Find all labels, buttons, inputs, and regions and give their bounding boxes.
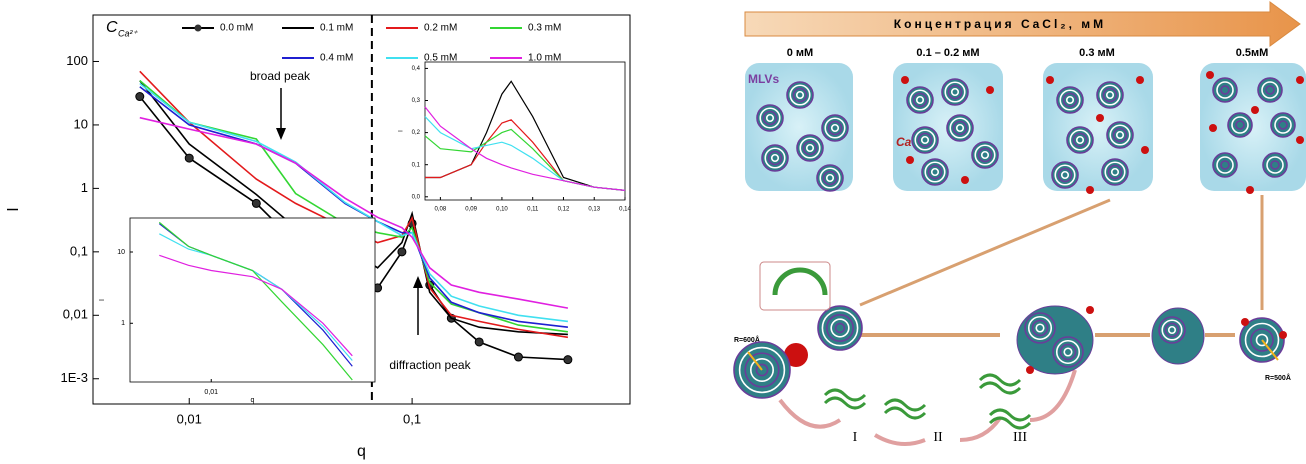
y-tick-label: 0,0 [412,194,421,200]
y-tick-label: 0,1 [70,243,88,258]
x-tick-label: 0,11 [527,207,539,213]
panel-label: 0.3 мМ [1079,47,1115,59]
x-tick-label: 0,09 [465,207,477,213]
x-tick-label: 0,08 [435,207,447,213]
legend-label: 0.4 mM [320,53,353,64]
y-tick-label: 0,3 [412,98,421,104]
panel-label: 0.1 – 0.2 мМ [916,47,979,59]
ion [1046,76,1054,84]
x-tick-label: 0,01 [177,411,202,426]
annotation: diffraction peak [389,358,471,372]
data-point [185,154,193,162]
stage-label: I [853,430,858,445]
y-tick-label: 1 [81,180,88,195]
bilayer-fragment [885,400,925,418]
x-axis-label: q [251,397,255,404]
plot-area [425,62,625,200]
panel-label: 0.5мМ [1236,47,1269,59]
ion [1141,146,1149,154]
data-point [514,353,522,361]
y-tick-label: 0,01 [63,307,88,322]
data-point [475,338,483,346]
diagram: Концентрация CaCl₂, мМ 0 мМ 0.1 – 0.2 мМ… [734,2,1306,445]
ion [1296,136,1304,144]
ion [961,176,969,184]
ion [901,76,909,84]
ion [1209,124,1217,132]
bilayer-fragment [775,270,825,295]
ion [1096,114,1104,122]
stage-label: II [933,430,943,445]
legend-marker [195,25,202,32]
chart: 0,08 0,09 0,10 0,11 0,12 0,13 0,14 0,0 0,1 0,2 0,3… [399,62,632,213]
ion [1279,331,1287,339]
ion [1136,76,1144,84]
x-tick-label: 0,14 [619,207,631,213]
y-tick-label: 0,1 [412,162,421,168]
stage-label: III [1013,430,1027,445]
y-tick-label: 0,2 [412,130,421,136]
vesicle-ring [818,306,862,350]
bilayer-fragment [980,375,1020,393]
y-tick-label: 1 [121,320,125,327]
page: Концентрация CaCl₂, мМ 0 мМ 0.1 – 0.2 мМ… [0,0,1306,464]
y-axis-label: I [5,207,22,211]
y-tick-label: 100 [66,53,88,68]
stage-arrow [780,370,1075,444]
radius-label: R=500Å [1265,373,1291,382]
legend-title: C [106,19,118,36]
x-tick-label: 0,13 [588,207,600,213]
ion [986,86,994,94]
ion [1296,76,1304,84]
legend-label: 0.1 mM [320,23,353,34]
vesicle [1017,306,1093,374]
data-point [564,356,572,364]
x-tick-label: 0,1 [403,411,421,426]
y-tick-label: 10 [74,116,88,131]
ion [1251,106,1259,114]
data-point [136,93,144,101]
data-point [398,248,406,256]
ion [1026,366,1034,374]
x-axis-label: q [357,443,366,460]
y-tick-label: 0,4 [412,66,421,72]
plot-area [130,218,375,382]
x-tick-label: 0,01 [204,389,218,396]
mlvs-label: MLVs [748,72,779,86]
y-tick-label: 10 [117,249,125,256]
ion [906,156,914,164]
y-axis-label: I [99,299,106,301]
ion [1241,318,1249,326]
y-tick-label: 1E-3 [61,370,88,385]
legend-label: 0.2 mM [424,23,457,34]
figure: Концентрация CaCl₂, мМ 0 мМ 0.1 – 0.2 мМ… [0,0,1306,464]
ion [1206,71,1214,79]
x-tick-label: 0,12 [558,207,570,213]
arrow-title: Концентрация CaCl₂, мМ [894,17,1106,31]
legend-label: 0.3 mM [528,23,561,34]
panel-label: 0 мМ [787,47,813,59]
ion [1086,186,1094,194]
annotation: broad peak [250,69,311,83]
ion [1246,186,1254,194]
chart: 0,01 1 10 q I [99,218,375,404]
data-point [252,199,260,207]
x-tick-label: 0,10 [496,207,508,213]
connector [860,200,1110,305]
legend-title-sub: Ca²⁺ [118,28,139,38]
bilayer-fragment [825,390,865,408]
legend-label: 0.0 mM [220,23,253,34]
ion [1086,306,1094,314]
